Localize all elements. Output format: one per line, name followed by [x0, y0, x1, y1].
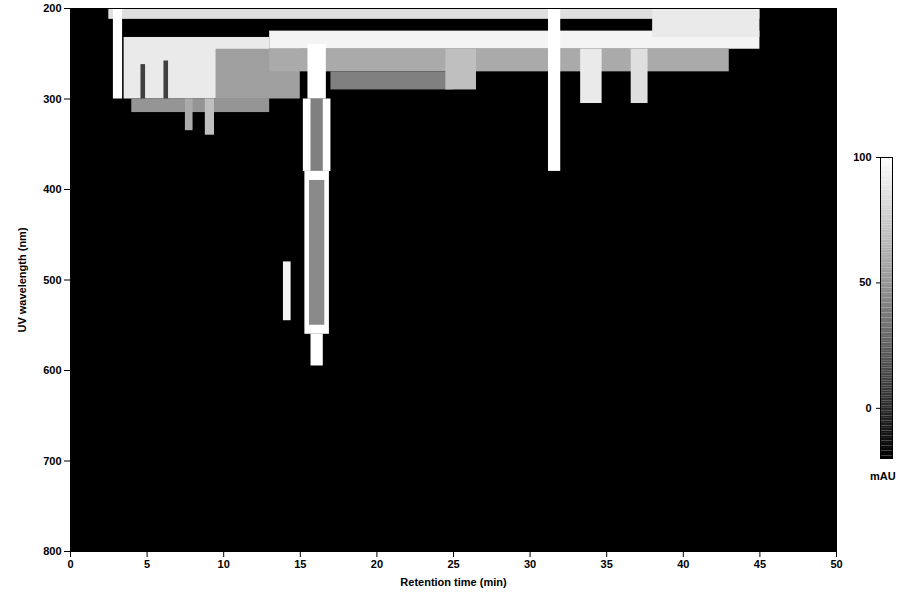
- svg-text:25: 25: [447, 558, 459, 570]
- svg-text:35: 35: [601, 558, 613, 570]
- svg-text:100: 100: [853, 151, 871, 163]
- svg-text:10: 10: [218, 558, 230, 570]
- svg-text:mAU: mAU: [870, 470, 896, 482]
- svg-text:200: 200: [43, 2, 61, 14]
- svg-text:400: 400: [43, 183, 61, 195]
- svg-text:40: 40: [677, 558, 689, 570]
- svg-text:15: 15: [294, 558, 306, 570]
- svg-text:600: 600: [43, 364, 61, 376]
- svg-text:5: 5: [144, 558, 150, 570]
- svg-text:20: 20: [371, 558, 383, 570]
- svg-text:500: 500: [43, 274, 61, 286]
- svg-text:800: 800: [43, 545, 61, 557]
- svg-text:50: 50: [859, 276, 871, 288]
- svg-text:700: 700: [43, 455, 61, 467]
- svg-text:UV wavelength (nm): UV wavelength (nm): [16, 227, 28, 332]
- svg-text:0: 0: [865, 402, 871, 414]
- svg-text:300: 300: [43, 93, 61, 105]
- svg-text:Retention time (min): Retention time (min): [400, 576, 507, 588]
- svg-text:50: 50: [830, 558, 842, 570]
- svg-text:0: 0: [67, 558, 73, 570]
- svg-text:45: 45: [754, 558, 766, 570]
- svg-text:30: 30: [524, 558, 536, 570]
